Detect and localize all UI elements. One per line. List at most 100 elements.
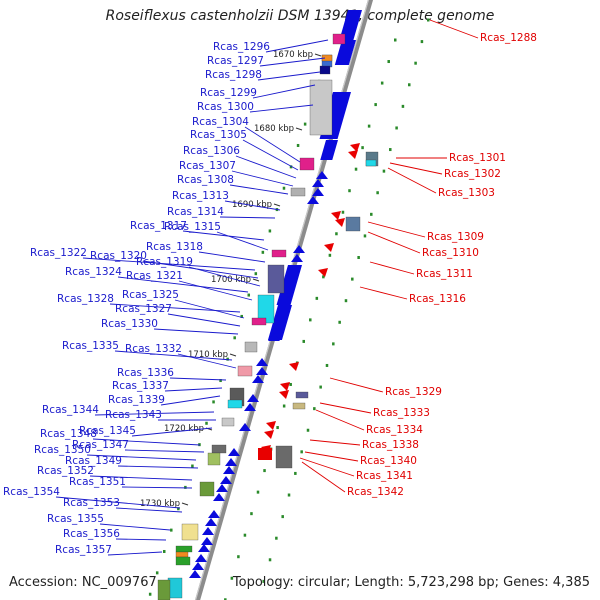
forward-label-leader <box>167 313 241 327</box>
forward-gene-label: Rcas_1327 <box>115 303 172 315</box>
forward-label-leader <box>229 184 289 195</box>
forward-label-leader <box>121 486 193 489</box>
forward-gene-block <box>267 305 293 340</box>
track-dot <box>282 404 286 408</box>
reverse-label-leader <box>369 261 415 275</box>
reverse-label-leader <box>389 162 443 175</box>
forward-gene-arrow <box>192 562 204 570</box>
forward-gene-block <box>276 265 302 305</box>
reverse-gene-label: Rcas_1334 <box>366 424 423 436</box>
reverse-label-leader <box>329 377 384 393</box>
forward-gene-arrow <box>307 196 319 204</box>
forward-gene-label: Rcas_1330 <box>101 318 158 330</box>
gene-feature-block <box>237 365 253 377</box>
forward-gene-block <box>339 10 362 40</box>
reverse-gene-label: Rcas_1309 <box>427 231 484 243</box>
track-dot <box>287 493 291 497</box>
forward-gene-arrow <box>252 375 264 383</box>
track-dot <box>300 450 303 454</box>
gene-feature-block <box>332 33 346 45</box>
forward-gene-arrow <box>256 358 268 366</box>
genome-info-text: Topology: circular; Length: 5,723,298 bp… <box>232 575 590 590</box>
forward-gene-arrow <box>208 510 220 518</box>
forward-label-leader <box>259 57 326 67</box>
forward-gene-block <box>320 140 338 160</box>
track-dot <box>335 232 338 236</box>
forward-gene-arrow <box>312 179 324 187</box>
track-dot <box>363 234 367 238</box>
kbp-tick-mark <box>229 353 237 357</box>
forward-label-leader <box>164 387 223 392</box>
gene-feature-block <box>271 249 287 258</box>
track-dot <box>351 277 354 281</box>
reverse-label-group: Rcas_1288 Rcas_1301 Rcas_1302 Rcas_1303 Rcas… <box>299 19 537 498</box>
forward-label-leader <box>177 353 237 369</box>
track-dot <box>148 592 152 596</box>
forward-gene-label: Rcas_1297 <box>207 55 264 67</box>
reverse-gene-label: Rcas_1329 <box>385 386 442 398</box>
gene-feature-block <box>319 65 331 75</box>
forward-label-leader <box>235 155 297 179</box>
forward-gene-label: Rcas_1319 <box>136 256 193 268</box>
forward-gene-arrow <box>293 245 305 253</box>
reverse-gene-block <box>258 448 272 460</box>
forward-label-leader <box>131 427 213 437</box>
forward-gene-label: Rcas_1343 <box>105 409 162 421</box>
track-dot <box>247 293 251 297</box>
track-dot <box>348 189 351 193</box>
forward-gene-arrow <box>223 466 235 474</box>
forward-gene-arrow <box>195 554 207 562</box>
forward-label-leader <box>178 280 253 301</box>
reverse-label-leader <box>299 457 355 477</box>
track-dot <box>282 186 286 190</box>
track-dot <box>376 191 379 195</box>
forward-gene-arrow <box>205 518 217 526</box>
track-dot <box>309 318 312 322</box>
kbp-tick-label: 1670 kbp <box>273 50 313 60</box>
kbp-tick-label: 1710 kbp <box>188 350 228 360</box>
gene-feature-block <box>345 216 361 232</box>
track-dot <box>237 555 240 559</box>
forward-gene-label: Rcas_1299 <box>200 87 257 99</box>
gene-feature-block <box>251 317 267 326</box>
gene-feature-block <box>221 417 235 427</box>
gene-feature-block <box>175 556 191 566</box>
middle-track-dots <box>224 38 397 600</box>
forward-label-leader <box>249 104 314 113</box>
kbp-tick-mark <box>273 203 281 207</box>
forward-gene-arrow <box>202 527 214 535</box>
gene-feature-block <box>181 523 199 541</box>
reverse-gene-label: Rcas_1341 <box>356 470 413 482</box>
track-dot <box>275 536 278 540</box>
reverse-label-leader <box>315 409 365 431</box>
forward-gene-label: Rcas_1351 <box>69 476 126 488</box>
track-dot <box>325 363 329 367</box>
reverse-gene-label: Rcas_1342 <box>347 486 404 498</box>
track-dot <box>328 253 332 257</box>
forward-gene-label: Rcas_1348 <box>40 428 97 440</box>
forward-label-leader <box>117 465 199 469</box>
forward-gene-block <box>334 40 356 65</box>
forward-gene-arrow <box>247 394 259 402</box>
forward-gene-label: Rcas_1317 <box>130 220 187 232</box>
track-dot <box>370 212 373 216</box>
gene-feature-block <box>295 391 309 399</box>
track-dot <box>170 528 173 532</box>
forward-gene-label: Rcas_1344 <box>42 404 99 416</box>
forward-label-leader <box>216 231 269 251</box>
kbp-tick-mark <box>181 502 189 506</box>
reverse-gene-label: Rcas_1288 <box>480 32 537 44</box>
track-dot <box>184 485 187 489</box>
track-dot <box>414 61 417 65</box>
forward-gene-label: Rcas_1315 <box>164 221 221 233</box>
gene-feature-block <box>290 187 306 197</box>
forward-gene-label: Rcas_1298 <box>205 69 262 81</box>
gene-feature-block <box>267 264 285 294</box>
reverse-label-leader <box>367 221 426 238</box>
gene-feature-block <box>275 445 293 469</box>
track-dot <box>332 342 335 346</box>
track-dot <box>302 339 305 343</box>
forward-gene-label: Rcas_1339 <box>108 394 165 406</box>
reverse-track-dots <box>262 18 430 583</box>
